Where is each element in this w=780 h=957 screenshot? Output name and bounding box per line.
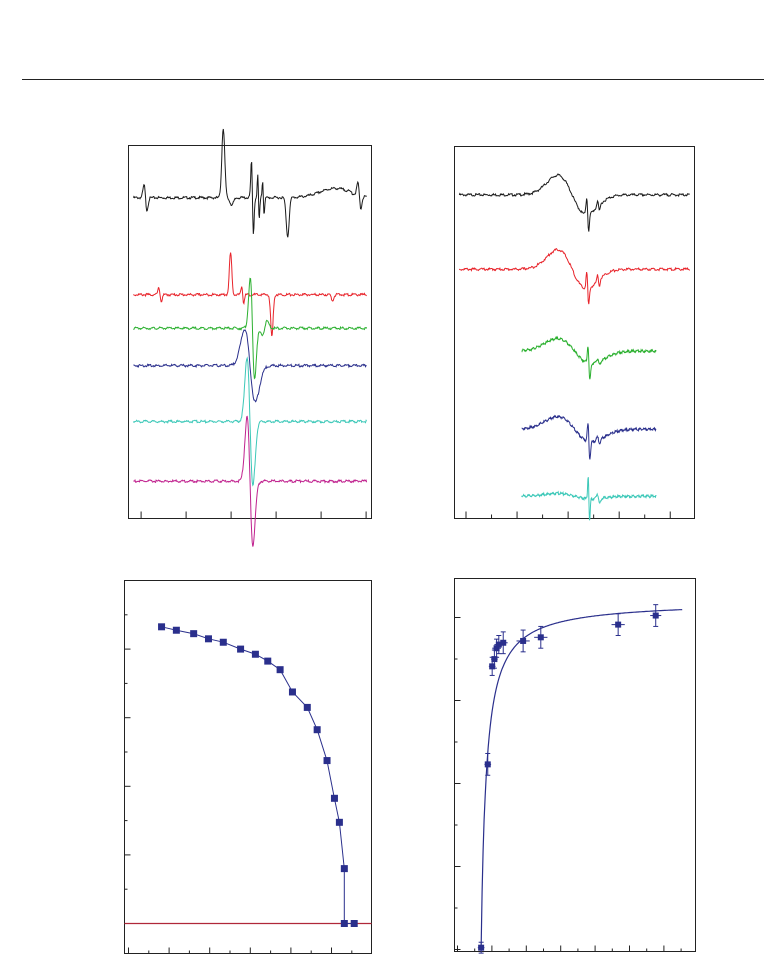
spectra-0-frame: [128, 145, 372, 519]
data-point-5: [493, 645, 500, 652]
data-point-7: [500, 639, 507, 646]
spectrum-trace-3: [133, 277, 368, 380]
data-point-12: [313, 726, 321, 734]
data-point-9: [537, 634, 544, 641]
spectrum-trace-5: [521, 477, 657, 521]
data-point-2: [484, 761, 491, 768]
spectrum-trace-3: [521, 335, 657, 380]
data-point-8: [264, 657, 272, 665]
data-point-6: [237, 645, 245, 653]
data-point-11: [303, 703, 311, 711]
spectrum-trace-5: [132, 356, 368, 487]
decay-plot-panel: [124, 580, 372, 954]
data-point-11: [652, 612, 659, 619]
spectrum-trace-2: [133, 252, 367, 337]
data-point-13: [323, 757, 331, 765]
data-point-9: [276, 666, 284, 674]
epr-spectra-panel-right: [454, 146, 695, 521]
data-point-1: [158, 623, 166, 631]
spectrum-trace-1: [132, 128, 367, 238]
spectrum-trace-6: [133, 415, 368, 547]
fit-curve: [480, 609, 683, 950]
epr-spectra-panel-left: [128, 128, 372, 547]
data-point-15: [335, 818, 343, 826]
data-point-16: [340, 865, 348, 873]
saturation-plot-panel: [454, 578, 696, 954]
data-point-5: [219, 638, 227, 646]
data-point-10: [288, 688, 296, 696]
data-point-4: [204, 635, 212, 643]
decay-frame: [124, 580, 372, 954]
saturation-frame: [454, 578, 696, 952]
data-point-4: [491, 656, 498, 663]
spectra-1-frame: [454, 146, 695, 519]
data-point-10: [615, 621, 622, 628]
spectrum-trace-2: [458, 247, 691, 305]
data-point-3: [489, 663, 496, 670]
spectrum-trace-4: [521, 414, 657, 460]
data-point-2: [172, 626, 180, 634]
data-point-17: [340, 920, 348, 927]
data-point-18: [350, 920, 358, 927]
spectrum-trace-4: [133, 329, 367, 403]
data-point-6: [495, 641, 502, 648]
data-point-8: [520, 637, 527, 644]
data-point-7: [251, 650, 259, 658]
data-point-14: [330, 794, 338, 802]
data-point-1: [478, 944, 485, 951]
decay-line: [161, 626, 355, 924]
data-point-3: [190, 630, 198, 638]
spectrum-trace-1: [458, 173, 691, 232]
